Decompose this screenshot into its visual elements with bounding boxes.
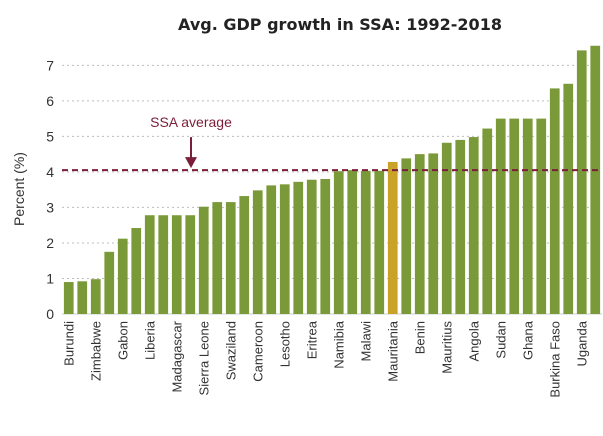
bar [333,171,344,314]
bar [482,128,493,314]
bar [455,139,466,314]
bar [212,202,223,314]
bar [387,161,398,314]
bar [536,118,547,315]
category-label: Mauritania [385,320,400,381]
bar [360,170,371,314]
bar [374,170,385,314]
y-tick-label: 0 [46,306,54,322]
category-label: Sierra Leone [196,321,211,395]
category-label: Malawi [358,321,373,362]
bar [171,215,182,314]
category-label: Zimbabwe [88,321,103,381]
reference-line-group: SSA average [62,114,602,172]
bar [104,251,115,314]
bar [441,142,452,314]
bar [266,185,277,314]
bar [63,282,74,314]
category-label: Burundi [61,321,76,366]
bar [563,83,574,314]
arrow-down-icon [185,157,197,169]
category-label: Namibia [331,320,346,368]
bar [549,88,560,314]
bar [414,154,425,314]
y-tick-label: 3 [46,199,54,215]
bar [252,190,263,314]
bar [198,206,209,314]
category-label: Eritrea [304,320,319,359]
bar [279,184,290,314]
bar [320,179,331,314]
category-label: Angola [466,320,481,361]
category-label: Ghana [520,320,535,360]
bar [185,215,196,314]
category-label: Sudan [493,321,508,359]
category-label: Lesotho [277,321,292,367]
category-label: Benin [412,321,427,354]
category-label: Burkina Faso [547,321,562,398]
y-tick-label: 2 [46,235,54,251]
bar [347,170,358,314]
bar [117,238,128,314]
category-label: Mauritius [439,321,454,374]
bar [144,215,155,314]
bar [293,181,304,314]
bar [590,45,601,315]
bar [77,281,88,314]
category-label: Gabon [115,321,130,360]
y-tick-label: 7 [46,57,54,73]
category-label: Liberia [142,320,157,360]
gridlines [62,64,602,315]
y-tick-label: 6 [46,93,54,109]
bar [468,137,479,314]
bar [158,215,169,314]
bar [90,279,101,314]
y-tick-label: 1 [46,270,54,286]
ssa-average-label: SSA average [150,114,232,130]
bars [63,45,601,315]
bar [576,50,587,314]
category-label: Madagascar [169,320,184,392]
category-label: Swaziland [223,321,238,380]
bar [131,228,142,314]
bar [522,118,533,315]
bar [509,118,520,315]
category-label: Uganda [574,320,589,366]
y-tick-label: 5 [46,128,54,144]
bar [428,153,439,314]
bar [306,179,317,314]
bar [401,158,412,314]
y-tick-labels: 0 1 2 3 4 5 6 7 [46,57,54,322]
bar [239,196,250,314]
y-tick-label: 4 [46,164,54,180]
category-labels: Burundi Zimbabwe Gabon Liberia Madagascar Sie… [61,320,589,397]
y-axis-label: Percent (%) [11,152,27,226]
category-label: Cameroon [250,321,265,382]
chart-title: Avg. GDP growth in SSA: 1992-2018 [178,15,502,34]
bar [225,202,236,314]
bar [495,118,506,315]
